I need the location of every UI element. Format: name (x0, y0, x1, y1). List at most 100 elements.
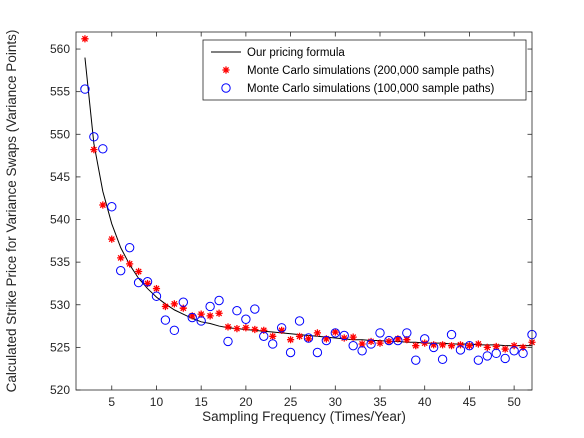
y-tick-label: 540 (50, 213, 70, 227)
series-layer (80, 35, 537, 365)
x-axis-title: Sampling Frequency (Times/Year) (202, 409, 406, 424)
point-mc-200k (179, 304, 187, 312)
point-mc-100k (366, 339, 376, 349)
y-tick-label: 555 (50, 85, 70, 99)
point-mc-100k (151, 291, 162, 301)
legend-label: Monte Carlo simulations (100,000 sample … (247, 83, 495, 95)
point-mc-200k (99, 201, 107, 209)
legend-label: Monte Carlo simulations (200,000 sample … (247, 65, 495, 77)
point-mc-100k (455, 345, 466, 355)
point-mc-200k (251, 325, 259, 334)
point-mc-200k (519, 343, 527, 351)
point-mc-100k (384, 335, 394, 346)
point-mc-100k (116, 265, 126, 276)
point-mc-200k (403, 336, 411, 344)
point-mc-200k (224, 323, 232, 331)
point-mc-200k (304, 335, 313, 343)
point-mc-200k (81, 35, 89, 43)
point-mc-200k (260, 326, 268, 334)
point-mc-100k (89, 132, 99, 142)
y-tick-label: 560 (50, 42, 70, 56)
legend: Our pricing formula Monte Carlo simulatio… (202, 39, 527, 101)
point-mc-100k (250, 304, 260, 314)
point-mc-200k (108, 235, 116, 243)
point-mc-100k (330, 328, 340, 338)
point-mc-100k (80, 84, 90, 94)
point-mc-100k (276, 323, 287, 333)
point-mc-200k (367, 337, 375, 346)
point-mc-200k (456, 341, 465, 349)
point-mc-100k (420, 334, 430, 344)
point-mc-200k (385, 337, 393, 346)
point-mc-100k (348, 340, 358, 351)
point-mc-100k (98, 144, 108, 154)
point-mc-100k (294, 316, 305, 326)
axes-box (75, 31, 533, 391)
point-mc-100k (402, 328, 412, 338)
point-mc-100k (321, 335, 332, 346)
y-tick-label: 545 (50, 170, 70, 184)
point-mc-200k (474, 340, 482, 348)
point-mc-200k (412, 342, 420, 350)
point-mc-100k (223, 336, 233, 347)
legend-box (202, 39, 527, 101)
point-mc-100k (339, 330, 349, 341)
point-mc-200k (510, 342, 518, 350)
point-mc-100k (357, 346, 367, 356)
legend-entry: Monte Carlo simulations (200,000 sample … (222, 65, 495, 77)
point-mc-200k (197, 310, 205, 318)
point-mc-200k (394, 335, 402, 343)
point-mc-100k (268, 339, 278, 349)
point-mc-200k (188, 312, 196, 320)
point-mc-100k (160, 315, 171, 325)
point-mc-100k (178, 297, 188, 307)
y-tick-label: 535 (50, 255, 70, 269)
point-mc-200k (143, 279, 152, 288)
point-mc-100k (259, 331, 269, 341)
legend-items: Our pricing formula Monte Carlo simulatio… (211, 47, 495, 95)
point-mc-200k (358, 340, 366, 348)
point-mc-100k (214, 295, 224, 306)
point-mc-200k (501, 345, 509, 353)
point-mc-100k (285, 347, 296, 358)
point-mc-200k (215, 309, 223, 317)
point-mc-200k (430, 341, 438, 349)
legend-label: Our pricing formula (247, 47, 345, 59)
legend-entry: Our pricing formula (211, 47, 345, 59)
point-mc-100k (393, 335, 403, 346)
point-mc-200k (376, 339, 384, 347)
point-mc-100k (446, 329, 457, 340)
point-mc-100k (509, 346, 519, 356)
point-mc-100k (411, 355, 421, 365)
point-mc-200k (170, 300, 178, 308)
x-tick-label: 40 (418, 395, 432, 409)
point-mc-200k (492, 342, 500, 351)
ticks-layer: 5 10 15 20 25 30 35 40 45 50 520 525 530 535 540 545 550… (50, 32, 532, 409)
legend-swatch-circle (221, 83, 231, 93)
x-tick-label: 35 (373, 395, 387, 409)
axes-layer (75, 31, 533, 391)
y-axis-title: Calculated Strike Price for Variance Swa… (4, 30, 19, 393)
point-mc-200k (278, 326, 286, 334)
point-mc-200k (465, 342, 474, 350)
point-mc-200k (331, 328, 339, 336)
x-tick-label: 10 (150, 395, 164, 409)
legend-swatch-star (222, 66, 230, 74)
point-mc-200k (161, 302, 170, 311)
point-mc-200k (134, 267, 143, 276)
point-mc-100k (187, 312, 197, 323)
point-mc-200k (117, 254, 125, 262)
point-mc-100k (133, 277, 144, 288)
point-mc-200k (295, 332, 304, 340)
point-mc-100k (518, 348, 528, 359)
y-tick-label: 520 (50, 383, 70, 397)
x-tick-label: 15 (194, 395, 208, 409)
point-mc-200k (349, 333, 357, 341)
point-mc-100k (428, 342, 439, 353)
point-mc-200k (269, 332, 277, 340)
x-tick-label: 20 (239, 395, 253, 409)
point-mc-200k (340, 334, 348, 342)
point-mc-200k (483, 343, 491, 351)
point-mc-100k (312, 347, 323, 358)
